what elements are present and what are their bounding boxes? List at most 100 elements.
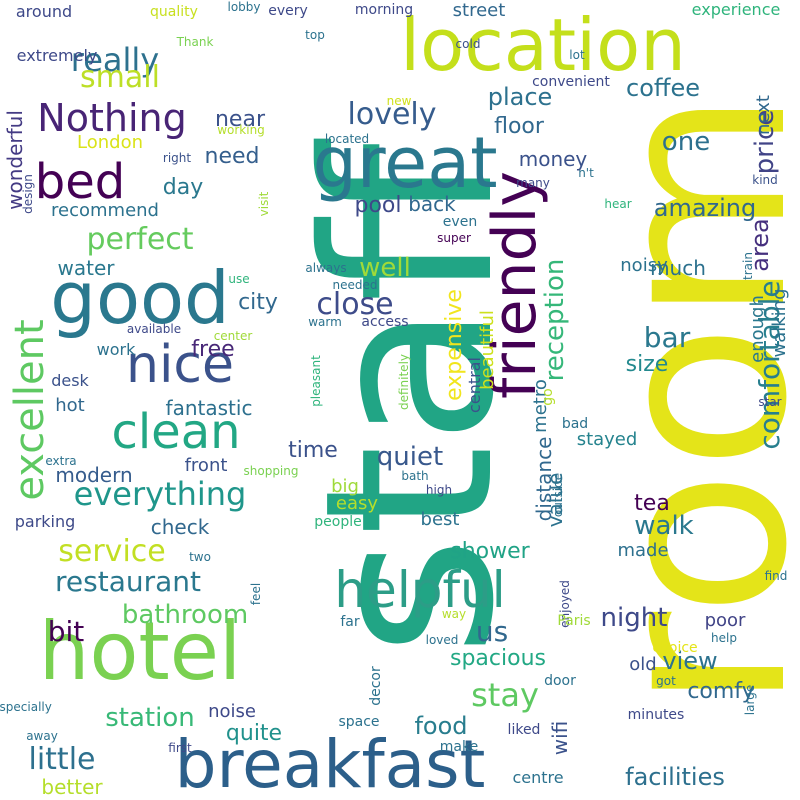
word-far: far xyxy=(340,614,360,630)
word-reception: reception xyxy=(540,258,570,382)
word-tea: tea xyxy=(634,491,670,516)
word-super: super xyxy=(437,231,471,245)
word-available: available xyxy=(126,322,182,336)
word-lot: lot xyxy=(569,48,585,62)
word-nothing: Nothing xyxy=(37,96,187,140)
word-hot: hot xyxy=(55,395,85,416)
word-space: space xyxy=(338,714,380,730)
word-experience: experience xyxy=(691,0,781,19)
word-parking: parking xyxy=(14,512,76,531)
word-extremely: extremely xyxy=(16,46,98,65)
word-right: right xyxy=(162,151,192,165)
word-recommend: recommend xyxy=(51,200,159,221)
word-way: way xyxy=(441,607,467,621)
word-hear: hear xyxy=(604,197,632,211)
word-shower: shower xyxy=(450,539,530,564)
word-fantastic: fantastic xyxy=(165,396,253,420)
word-even: even xyxy=(442,214,478,230)
word-around: around xyxy=(15,2,73,21)
word-london: London xyxy=(77,132,143,153)
word-decor: decor xyxy=(368,666,384,706)
word-comfy: comfy xyxy=(687,679,755,704)
word-good: good xyxy=(50,256,230,340)
word-kind: kind xyxy=(752,173,778,187)
word-door: door xyxy=(544,673,576,689)
word-thank: Thank xyxy=(176,35,214,49)
word-convenient: convenient xyxy=(532,74,610,90)
word-cold: cold xyxy=(455,37,481,51)
word-located: located xyxy=(324,132,370,146)
word-restaurant: restaurant xyxy=(55,565,201,598)
word-much: much xyxy=(650,256,706,280)
word-wifi: wifi xyxy=(548,720,572,756)
word-one: one xyxy=(661,127,711,157)
word-little: little xyxy=(28,742,96,777)
word-enough: enough xyxy=(747,295,768,363)
word-choice: choice xyxy=(652,640,698,656)
word-morning: morning xyxy=(354,2,414,18)
word-breakfast: breakfast xyxy=(174,726,486,800)
word-location: location xyxy=(400,3,686,87)
word-walking: walking xyxy=(769,288,790,358)
word-best: best xyxy=(420,509,460,530)
word-find: find xyxy=(764,569,788,583)
word-center: center xyxy=(213,329,253,343)
word-loved: loved xyxy=(425,633,459,647)
word-clean: clean xyxy=(111,404,241,460)
word-new: new xyxy=(386,94,412,108)
word-centre: centre xyxy=(512,768,564,787)
word-away: away xyxy=(26,729,58,743)
word-better: better xyxy=(41,775,103,799)
word-pleasant: pleasant xyxy=(309,355,323,407)
word-feel: feel xyxy=(249,582,263,606)
word-near: near xyxy=(214,107,266,132)
word-many: many xyxy=(516,176,550,190)
word-day: day xyxy=(162,175,204,200)
word-n-t: n't xyxy=(578,166,594,180)
word-time: time xyxy=(288,438,338,463)
word-got: got xyxy=(656,674,676,688)
word-made: made xyxy=(617,540,669,561)
word-close: close xyxy=(316,287,394,322)
word-nice: nice xyxy=(126,335,234,395)
word-view: view xyxy=(662,647,718,675)
word-need: need xyxy=(204,144,260,169)
word-two: two xyxy=(189,550,211,564)
word-coffee: coffee xyxy=(626,74,700,102)
word-help: help xyxy=(711,631,737,645)
word-pool: pool xyxy=(354,193,402,218)
word-street: street xyxy=(452,0,506,21)
word-perfect: perfect xyxy=(86,222,194,257)
word-stayed: stayed xyxy=(576,429,638,450)
word-always: always xyxy=(305,261,347,275)
word-hotel: hotel xyxy=(38,605,242,698)
word-train: train xyxy=(741,252,755,280)
word-first: first xyxy=(168,741,192,755)
word-small: small xyxy=(80,60,160,95)
word-bad: bad xyxy=(561,416,589,432)
word-great: great xyxy=(312,122,498,204)
word-quality: quality xyxy=(150,4,198,20)
word-bath: bath xyxy=(401,469,429,483)
word-water: water xyxy=(57,256,115,280)
word-helpful: helpful xyxy=(334,561,506,619)
word-facilities: facilities xyxy=(625,763,725,791)
word-front: front xyxy=(184,455,228,476)
word-top: top xyxy=(305,28,325,42)
word-big: big xyxy=(331,476,359,497)
word-work: work xyxy=(96,340,136,359)
word-visit: visit xyxy=(257,191,271,217)
word-every: every xyxy=(268,3,308,19)
word-desk: desk xyxy=(51,371,89,390)
word-excellent: excellent xyxy=(7,319,53,501)
word-really: really xyxy=(70,41,160,79)
word-everything: everything xyxy=(73,475,247,513)
word-night: night xyxy=(600,603,668,633)
word-size: size xyxy=(625,352,669,377)
word-noise: noise xyxy=(208,701,256,722)
word-money: money xyxy=(518,147,588,171)
word-warm: warm xyxy=(308,315,342,329)
word-lobby: lobby xyxy=(227,0,261,14)
word-quiet: quiet xyxy=(376,442,444,472)
word-bed: bed xyxy=(34,154,126,210)
